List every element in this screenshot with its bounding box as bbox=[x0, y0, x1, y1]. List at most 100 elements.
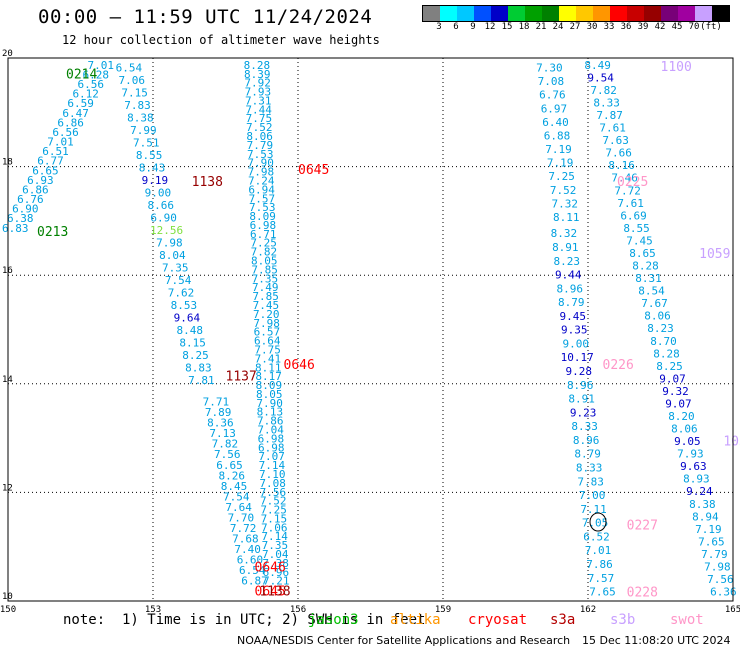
wave-height-value: 7.25 bbox=[548, 170, 575, 183]
wave-height-value: 8.09 bbox=[256, 379, 283, 392]
wave-height-value: 7.98 bbox=[253, 317, 280, 330]
wave-height-value: 6.71 bbox=[250, 228, 277, 241]
wave-height-value: 7.10 bbox=[259, 468, 286, 481]
pass-time-label: 1138 bbox=[259, 585, 290, 600]
wave-height-value: 8.23 bbox=[554, 255, 581, 268]
pass-time-label: 0646 bbox=[255, 561, 286, 576]
track-e: 7.307.086.766.976.406.887.197.197.257.52… bbox=[536, 62, 579, 224]
wave-height-value: 7.79 bbox=[247, 139, 274, 152]
wave-height-value: 8.55 bbox=[136, 149, 163, 162]
wave-height-value: 9.00 bbox=[145, 186, 172, 199]
colorbar-tick-label: 70 bbox=[688, 22, 700, 32]
wave-height-value: 7.90 bbox=[256, 397, 283, 410]
wave-height-value: 9.07 bbox=[665, 397, 692, 410]
wave-height-value: 8.79 bbox=[574, 448, 601, 461]
footer-date: 15 Dec 11:08:20 UTC 2024 bbox=[582, 634, 731, 647]
wave-height-value: 7.45 bbox=[253, 299, 280, 312]
wave-height-value: 6.65 bbox=[32, 164, 59, 177]
wave-height-value: 7.79 bbox=[701, 548, 728, 561]
wave-height-value: 6.54 bbox=[116, 62, 143, 75]
wave-height-value: 6.69 bbox=[620, 209, 647, 222]
wave-height-value: 7.52 bbox=[246, 121, 273, 134]
track-f: 8.328.918.239.448.968.799.459.359.0010.1… bbox=[551, 227, 616, 598]
colorbar-swatch bbox=[491, 6, 508, 21]
colorbar-swatch bbox=[423, 6, 440, 21]
wave-height-value: 9.32 bbox=[662, 385, 689, 398]
wave-height-value: 8.83 bbox=[185, 361, 212, 374]
wave-height-value: 6.59 bbox=[67, 97, 94, 110]
wave-height-value: 7.62 bbox=[168, 286, 195, 299]
wave-height-value: 8.23 bbox=[647, 322, 674, 335]
wave-height-value: 8.91 bbox=[552, 241, 579, 254]
wave-height-value: 7.52 bbox=[550, 184, 577, 197]
wave-height-value: 7.86 bbox=[586, 558, 613, 571]
wave-height-value: 8.28 bbox=[653, 347, 680, 360]
wave-height-value: 7.40 bbox=[234, 543, 261, 556]
colorbar-tick-label: 21 bbox=[535, 22, 547, 32]
map-subtitle: 12 hour collection of altimeter wave hei… bbox=[62, 33, 380, 47]
pass-time-label: 0645 bbox=[298, 163, 329, 178]
wave-height-value: 7.68 bbox=[232, 533, 259, 546]
wave-height-value: 8.45 bbox=[221, 480, 248, 493]
map-title: 00:00 – 11:59 UTC 11/24/2024 bbox=[38, 6, 373, 28]
wave-height-value: 7.86 bbox=[257, 415, 284, 428]
wave-height-value: 9.54 bbox=[587, 71, 614, 84]
wave-height-value: 7.06 bbox=[261, 521, 288, 534]
wave-height-value: 6.86 bbox=[57, 116, 84, 129]
pass-time-label: 1100 bbox=[661, 60, 692, 75]
wave-height-value: 7.01 bbox=[585, 544, 612, 557]
wave-height-value: 8.06 bbox=[246, 130, 273, 143]
wave-height-value: 9.28 bbox=[565, 365, 592, 378]
wave-height-value: 8.28 bbox=[244, 59, 271, 72]
wave-height-value: 6.90 bbox=[150, 211, 177, 224]
pass-time-labels: 0214021311380645064611370646064511381100… bbox=[37, 60, 740, 601]
wave-height-value: 8.65 bbox=[629, 247, 656, 260]
wave-height-value: 7.56 bbox=[214, 448, 241, 461]
wave-height-value: 9.45 bbox=[560, 310, 587, 323]
wave-height-value: 6.47 bbox=[62, 107, 89, 120]
wave-height-value: 7.15 bbox=[121, 87, 148, 100]
wave-height-value: 7.05 bbox=[582, 517, 609, 530]
wave-height-value: 7.35 bbox=[252, 272, 279, 285]
wave-height-value: 6.57 bbox=[254, 326, 281, 339]
colorbar-tick-label: 39 bbox=[637, 22, 649, 32]
wave-height-value: 9.35 bbox=[561, 324, 588, 337]
mission-legend-altika: altika bbox=[390, 612, 441, 628]
wave-height-value: 7.04 bbox=[257, 424, 284, 437]
wave-height-value: 7.82 bbox=[251, 246, 278, 259]
track-b: 6.547.067.157.838.387.997.518.558.439.19… bbox=[116, 62, 215, 387]
colorbar-tick-label: 33 bbox=[603, 22, 615, 32]
wave-height-value: 7.21 bbox=[263, 575, 290, 588]
wave-height-value: 6.56 bbox=[77, 78, 104, 91]
wave-height-colorbar bbox=[422, 5, 730, 22]
wave-height-value: 7.19 bbox=[695, 523, 722, 536]
track-d: 8.288.397.927.937.317.447.757.528.067.79… bbox=[244, 59, 290, 588]
colorbar-swatch bbox=[559, 6, 576, 21]
pass-time-label: 0214 bbox=[66, 68, 97, 83]
wave-height-value: 6.54 bbox=[239, 564, 266, 577]
colorbar-tick-label: 3 bbox=[436, 22, 442, 32]
colorbar-swatch bbox=[457, 6, 474, 21]
wave-height-value: 6.51 bbox=[42, 145, 69, 158]
colorbar-tick-label: 15 bbox=[501, 22, 513, 32]
wave-height-value: 7.90 bbox=[247, 157, 274, 170]
wave-height-value: 7.32 bbox=[551, 197, 578, 210]
wave-height-value: 7.82 bbox=[590, 84, 617, 97]
wave-height-value: 7.85 bbox=[252, 290, 279, 303]
colorbar-swatch bbox=[678, 6, 695, 21]
colorbar-swatch bbox=[474, 6, 491, 21]
pass-time-label: 0645 bbox=[255, 585, 286, 600]
wave-height-value: 6.94 bbox=[248, 183, 275, 196]
wave-height-value: 7.35 bbox=[162, 261, 189, 274]
wave-height-value: 7.52 bbox=[260, 495, 287, 508]
wave-height-value: 9.23 bbox=[570, 406, 597, 419]
wave-height-value: 8.26 bbox=[219, 469, 246, 482]
wave-height-value: 7.65 bbox=[698, 535, 725, 548]
wave-height-value: 8.15 bbox=[179, 336, 206, 349]
wave-height-value: 7.30 bbox=[536, 62, 563, 75]
wave-height-value: 8.36 bbox=[207, 417, 234, 430]
wave-height-value: 7.57 bbox=[249, 192, 276, 205]
wave-height-value: 8.91 bbox=[568, 393, 595, 406]
wave-height-value: 8.06 bbox=[644, 310, 671, 323]
map-frame bbox=[7, 57, 734, 602]
